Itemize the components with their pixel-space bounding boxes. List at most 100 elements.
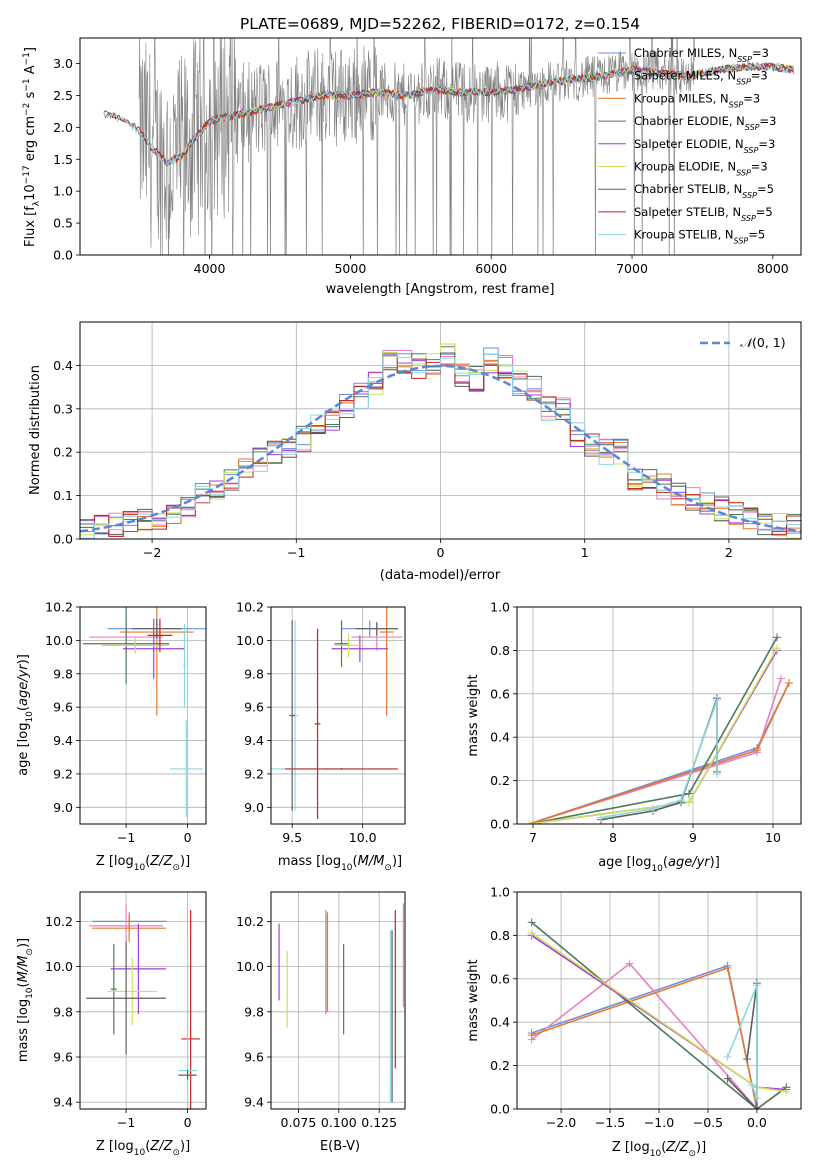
legend-sub: SSP <box>734 236 749 245</box>
label-part: mass [log <box>16 999 31 1062</box>
y-tick-label: 1.0 <box>53 184 73 199</box>
x-tick-label: 7000 <box>616 261 648 276</box>
legend-text: (0, 1) <box>752 335 786 350</box>
y-tick-label: 1.0 <box>490 600 510 615</box>
label-part: λ <box>32 200 42 206</box>
y-tick-label: 2.5 <box>53 88 73 103</box>
label-part: ( <box>16 982 31 987</box>
legend-text: Salpeter ELODIE, N <box>634 137 744 151</box>
y-tick-label: 9.6 <box>53 1050 73 1065</box>
y-tick-label: 10.2 <box>45 914 73 929</box>
legend-sub: SSP <box>745 123 760 132</box>
figure-title: PLATE=0689, MJD=52262, FIBERID=0172, z=0… <box>240 15 640 33</box>
plot-content <box>83 607 206 818</box>
label-part: ⊙ <box>688 1149 696 1159</box>
weight-line <box>726 984 758 1099</box>
y-tick-label: 0.0 <box>53 532 73 547</box>
legend-text: Chabrier STELIB, N <box>634 182 742 196</box>
x-axis-label: Z [log10(Z/Z⊙)] <box>612 1140 706 1159</box>
legend-text: =3 <box>752 46 769 60</box>
y-tick-label: 9.6 <box>53 700 73 715</box>
legend-text: Salpeter MILES, N <box>634 69 736 83</box>
y-tick-label: 0.8 <box>490 643 510 658</box>
x-axis-label: age [log10(age/yr)] <box>598 855 720 874</box>
label-part: )] <box>16 938 31 948</box>
y-tick-label: 10.0 <box>45 959 73 974</box>
y-tick-label: 9.0 <box>244 800 264 815</box>
y-tick-label: 9.4 <box>244 1095 264 1110</box>
label-part: 10 <box>134 1148 146 1158</box>
y-tick-label: 0.5 <box>53 216 73 231</box>
x-tick-label: 1 <box>581 545 589 560</box>
x-tick-label: 0.100 <box>321 1115 357 1130</box>
legend-label: Salpeter STELIB, NSSP=5 <box>634 205 773 223</box>
y-tick-label: 9.4 <box>53 733 73 748</box>
x-tick-label: −1 <box>287 545 305 560</box>
weight-line <box>528 647 778 824</box>
label-part: M/M <box>16 956 31 983</box>
label-part: )] <box>710 855 720 870</box>
label-part: 10 <box>25 711 35 723</box>
label-part: ] <box>23 47 38 52</box>
plot-mass-vs-EBV: 0.075 0.100 0.125 9.4 9.6 9.8 10.0 10.2 <box>236 891 406 1130</box>
y-axis-label: age [log10(age/yr)] <box>16 654 35 776</box>
label-part: −1 <box>22 52 32 65</box>
label-part: (data-model)/error <box>380 568 501 583</box>
label-part: ⊙ <box>172 863 180 873</box>
label-part: −1 <box>22 78 32 91</box>
x-tick-label: 8000 <box>757 261 789 276</box>
label-part: 10 <box>134 863 146 873</box>
y-tick-label: 9.8 <box>244 1004 264 1019</box>
legend-text: =3 <box>743 91 760 105</box>
histogram-step <box>80 353 801 539</box>
label-part: ⊙ <box>172 1148 180 1158</box>
legend-label: Salpeter ELODIE, NSSP=3 <box>634 137 775 155</box>
label-part: Z [log <box>96 854 134 869</box>
label-part: age [log <box>16 723 31 776</box>
legend-text: Chabrier MILES, N <box>634 46 737 60</box>
plot-age-vs-Z: −1 0 9.0 9.2 9.4 9.6 9.8 10.0 10.2 <box>45 600 207 845</box>
axes-frame <box>270 891 406 1110</box>
label-part: M/M <box>358 854 385 869</box>
x-tick-label: 8 <box>609 830 617 845</box>
legend-sub: SSP <box>736 77 751 86</box>
label-part: −17 <box>22 165 32 184</box>
plot-weight-vs-age: 7 8 9 10 0.0 0.2 0.4 0.6 0.8 1.0 <box>490 600 802 845</box>
axes-frame <box>516 606 802 825</box>
plot-content <box>278 903 404 1103</box>
x-tick-label: 4000 <box>194 261 226 276</box>
y-axis-label: mass weight <box>466 674 481 756</box>
label-part: Z/Z <box>665 1140 689 1155</box>
label-part: Z [log <box>612 1140 650 1155</box>
y-tick-label: 0.2 <box>490 1058 510 1073</box>
y-tick-label: 9.6 <box>244 700 264 715</box>
x-tick-label: 10.0 <box>349 830 377 845</box>
x-tick-label: −2 <box>143 545 161 560</box>
y-tick-label: 9.0 <box>53 800 73 815</box>
y-tick-label: 9.4 <box>244 733 264 748</box>
weight-line <box>600 697 718 821</box>
x-tick-label: 9.5 <box>282 830 302 845</box>
label-part: wavelength [Angstrom, rest frame] <box>326 282 555 297</box>
x-tick-label: −1 <box>117 830 135 845</box>
y-tick-label: 0.4 <box>53 358 73 373</box>
label-part: E(B-V) <box>320 1139 360 1154</box>
y-tick-label: 0.1 <box>53 488 73 503</box>
y-tick-label: 9.8 <box>53 666 73 681</box>
label-part: Z/Z <box>149 854 173 869</box>
legend-sub: SSP <box>744 145 759 154</box>
x-tick-label: 7 <box>529 830 537 845</box>
y-tick-label: 0.6 <box>490 971 510 986</box>
y-tick-label: 0.2 <box>490 773 510 788</box>
label-part: Normed distribution <box>28 365 43 495</box>
y-tick-label: 1.5 <box>53 152 73 167</box>
label-part: 10 <box>650 1149 662 1159</box>
label-part: ( <box>663 855 668 870</box>
legend-text: =3 <box>760 114 777 128</box>
label-part: )] <box>16 654 31 664</box>
weight-line <box>528 682 790 824</box>
plot-content <box>103 38 795 255</box>
label-part: Flux [f <box>23 206 38 247</box>
y-tick-label: 9.8 <box>53 1004 73 1019</box>
